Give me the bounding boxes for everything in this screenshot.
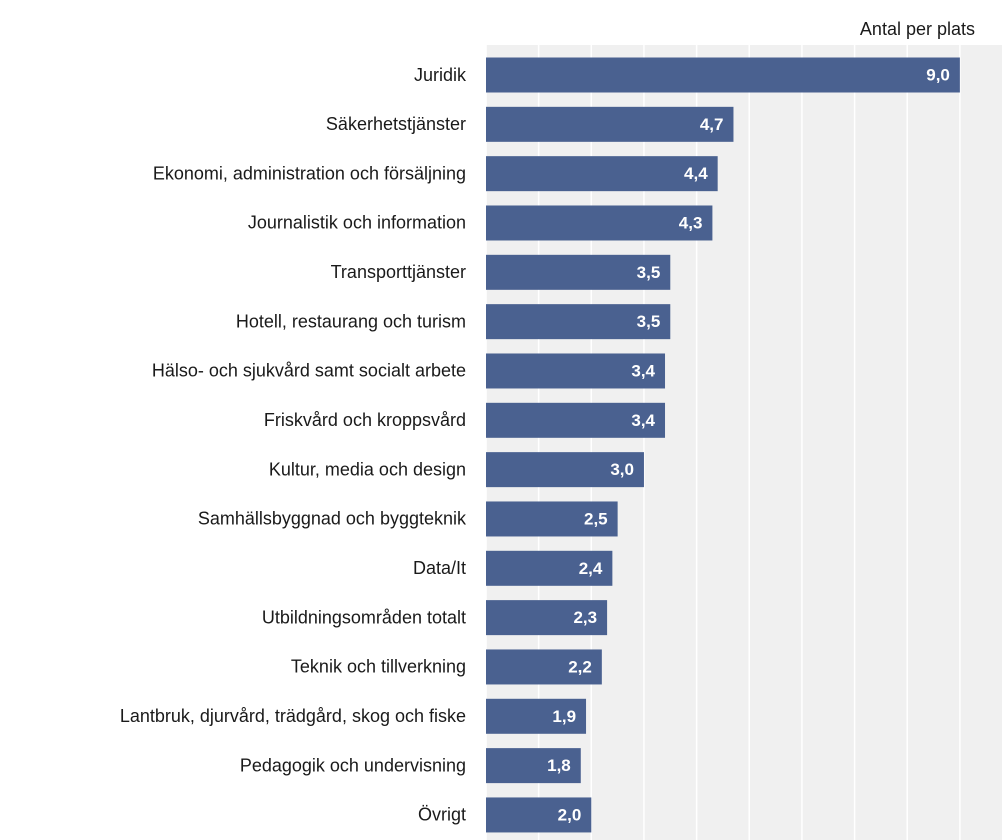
bar	[486, 501, 618, 537]
category-label: Friskvård och kroppsvård	[264, 410, 466, 430]
bar	[486, 797, 592, 833]
value-label: 3,0	[610, 460, 634, 479]
value-label: 2,4	[579, 559, 603, 578]
value-label: 4,7	[700, 115, 724, 134]
value-label: 2,5	[584, 509, 608, 528]
bar	[486, 106, 734, 142]
category-label: Journalistik och information	[248, 213, 466, 233]
bar	[486, 698, 587, 734]
bar	[486, 550, 613, 586]
bar	[486, 600, 608, 636]
category-label: Juridik	[414, 65, 467, 85]
axis-label: Antal per plats	[860, 19, 975, 39]
category-label: Lantbruk, djurvård, trädgård, skog och f…	[120, 706, 466, 726]
category-label: Pedagogik och undervisning	[240, 755, 466, 775]
bar	[486, 205, 713, 241]
value-label: 9,0	[926, 65, 950, 84]
bar	[486, 254, 671, 290]
category-label: Utbildningsområden totalt	[262, 607, 466, 627]
bar	[486, 402, 666, 438]
bar	[486, 304, 671, 340]
category-label: Övrigt	[418, 805, 466, 825]
category-label: Hotell, restaurang och turism	[236, 311, 466, 331]
category-label: Transporttjänster	[331, 262, 466, 282]
value-label: 4,4	[684, 164, 708, 183]
bar	[486, 649, 602, 685]
category-label: Data/It	[413, 558, 466, 578]
value-label: 3,5	[637, 263, 661, 282]
value-label: 4,3	[679, 213, 703, 232]
category-label: Teknik och tillverkning	[291, 657, 466, 677]
category-label: Samhällsbyggnad och byggteknik	[198, 509, 467, 529]
value-label: 2,3	[573, 608, 597, 627]
bar	[486, 452, 644, 488]
category-label: Ekonomi, administration och försäljning	[153, 163, 466, 183]
value-label: 1,9	[552, 707, 576, 726]
bar	[486, 353, 666, 389]
bar	[486, 57, 960, 93]
value-label: 2,2	[568, 657, 592, 676]
category-label: Säkerhetstjänster	[326, 114, 466, 134]
value-label: 3,4	[631, 361, 655, 380]
category-label: Kultur, media och design	[269, 459, 466, 479]
bar	[486, 748, 581, 784]
value-label: 2,0	[558, 805, 582, 824]
value-label: 3,4	[631, 411, 655, 430]
value-label: 1,8	[547, 756, 571, 775]
category-label: Hälso- och sjukvård samt socialt arbete	[152, 361, 466, 381]
value-label: 3,5	[637, 312, 661, 331]
bar	[486, 156, 718, 192]
